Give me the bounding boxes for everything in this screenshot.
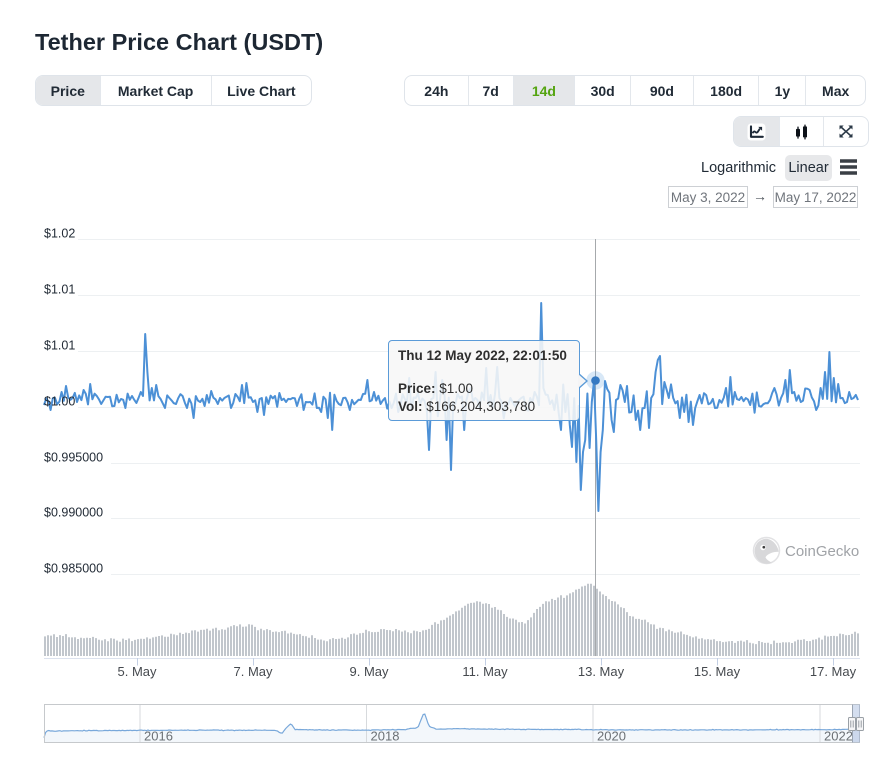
svg-text:9. May: 9. May <box>349 664 389 679</box>
svg-text:2020: 2020 <box>597 729 626 744</box>
svg-text:$1.02: $1.02 <box>44 227 75 241</box>
svg-text:$1.00: $1.00 <box>44 395 75 409</box>
svg-text:2022: 2022 <box>824 729 853 744</box>
svg-text:$1.01: $1.01 <box>44 283 75 297</box>
svg-text:13. May: 13. May <box>578 664 625 679</box>
svg-text:11. May: 11. May <box>462 664 508 679</box>
svg-text:2016: 2016 <box>144 729 173 744</box>
svg-text:15. May: 15. May <box>694 664 741 679</box>
svg-text:7. May: 7. May <box>233 664 273 679</box>
svg-text:$0.990000: $0.990000 <box>44 506 103 520</box>
svg-text:$0.995000: $0.995000 <box>44 451 103 465</box>
svg-text:$0.985000: $0.985000 <box>44 562 103 576</box>
svg-text:$1.01: $1.01 <box>44 339 75 353</box>
svg-text:5. May: 5. May <box>117 664 157 679</box>
svg-text:CoinGecko: CoinGecko <box>785 543 859 560</box>
svg-text:17. May: 17. May <box>810 664 857 679</box>
svg-text:2018: 2018 <box>371 729 400 744</box>
